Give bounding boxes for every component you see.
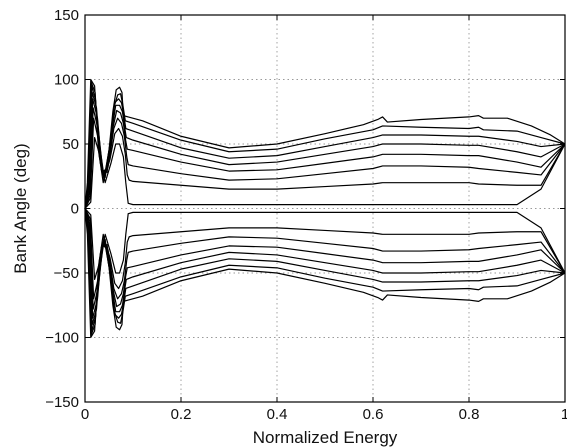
series-line-13 xyxy=(84,208,566,319)
y-tick-label-6: 150 xyxy=(54,7,79,24)
y-tick-label-3: 0 xyxy=(71,201,79,218)
series-line-4 xyxy=(84,91,566,209)
y-tick-label-5: 100 xyxy=(54,72,79,89)
x-tick-label-0: 0 xyxy=(81,406,89,423)
x-tick-label-2: 0.4 xyxy=(267,406,288,423)
series-group xyxy=(84,78,566,339)
x-tick-label-3: 0.6 xyxy=(363,406,384,423)
y-tick-label-4: 50 xyxy=(62,136,79,153)
x-tick-label-1: 0.2 xyxy=(171,406,192,423)
series-line-10 xyxy=(84,208,566,336)
series-line-12 xyxy=(84,208,566,326)
grid xyxy=(85,15,565,402)
x-tick-label-5: 1 xyxy=(561,406,567,423)
y-tick-label-1: −100 xyxy=(45,330,79,347)
series-line-16 xyxy=(84,208,566,281)
x-tick-label-4: 0.8 xyxy=(459,406,480,423)
series-line-2 xyxy=(84,81,566,209)
axis-ticks: 0 0.2 0.4 0.6 0.8 1 −150 −100 −50 0 50 100 150 xyxy=(45,7,567,423)
series-line-9 xyxy=(84,208,566,339)
series-line-1 xyxy=(84,78,566,209)
series-line-8 xyxy=(84,136,566,209)
y-tick-label-2: −50 xyxy=(54,265,79,282)
x-axis-label: Normalized Energy xyxy=(253,428,398,447)
y-axis-label: Bank Angle (deg) xyxy=(11,143,30,273)
y-tick-label-0: −150 xyxy=(45,394,79,411)
series-line-5 xyxy=(84,98,566,209)
